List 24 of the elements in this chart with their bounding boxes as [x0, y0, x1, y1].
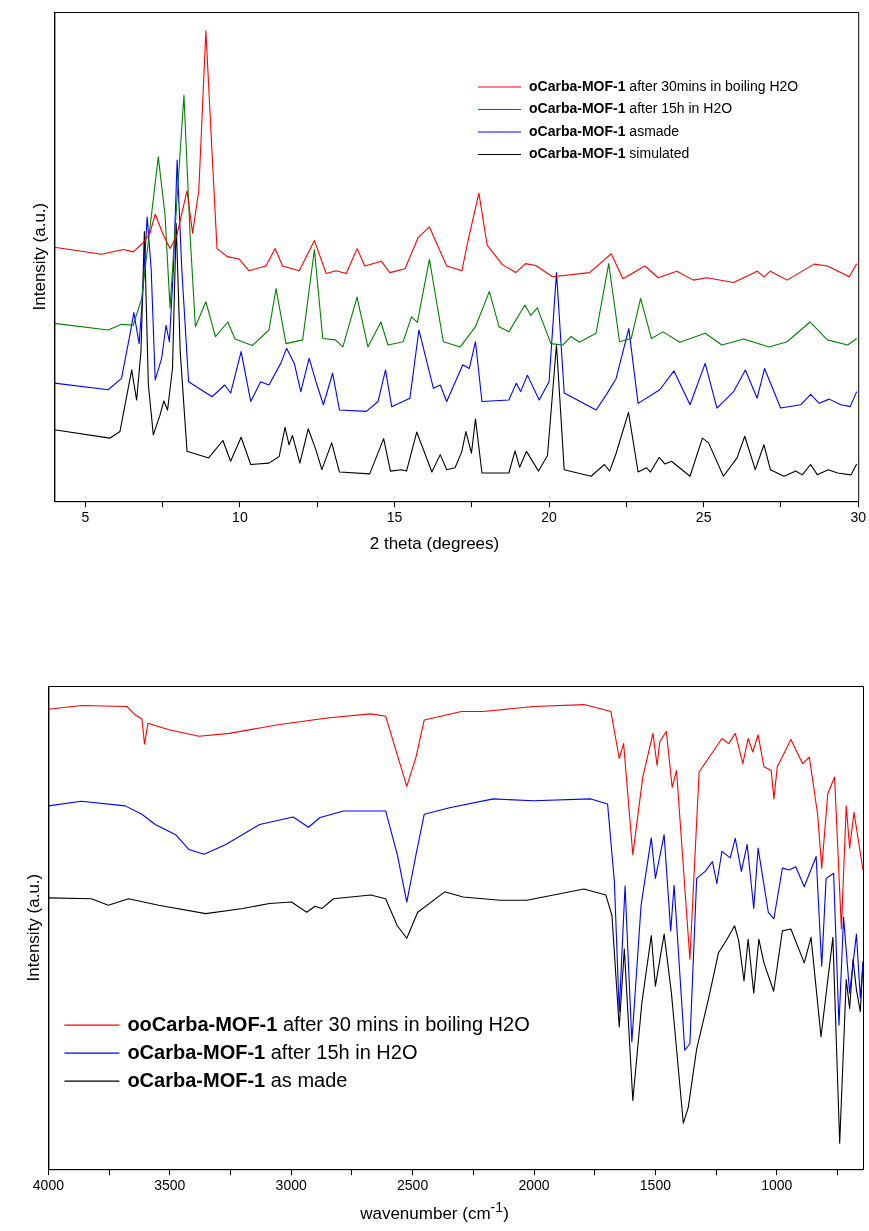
legend-label: oCarba-MOF-1 after 15h in H2O [127, 1040, 418, 1063]
x-tick-label: 10 [232, 509, 248, 526]
legend-label: oCarba-MOF-1 as made [127, 1068, 348, 1091]
legend-label: oCarba-MOF-1 after 30mins in boiling H2O [529, 77, 799, 94]
x-tick-label: 3500 [154, 1177, 186, 1194]
x-tick-label: 15 [386, 509, 403, 526]
legend-label: oCarba-MOF-1 asmade [529, 122, 680, 139]
x-tick-label: 1000 [761, 1177, 793, 1194]
legend-label: oCarba-MOF-1 after 15h in H2O [529, 100, 733, 117]
x-tick-label: 5 [81, 509, 90, 526]
x-tick-label: 4000 [32, 1177, 65, 1194]
x-tick-label: 1500 [639, 1177, 672, 1194]
x-tick-label: 20 [541, 509, 558, 526]
x-axis-title: wavenumber (cm$^{-1}$) [359, 1199, 510, 1224]
x-tick-label: 25 [695, 509, 712, 526]
x-tick-label: 2000 [518, 1177, 550, 1194]
y-axis-title: Intensity (a.u.) [23, 873, 43, 982]
x-tick-label: 3000 [275, 1177, 307, 1194]
legend-label: ooCarba-MOF-1 after 30 mins in boiling H2O [127, 1012, 530, 1035]
x-tick-label: 2500 [397, 1177, 429, 1194]
x-axis-title: 2 theta (degrees) [368, 534, 501, 554]
y-axis-title: Intensity (a.u.) [29, 202, 49, 311]
x-tick-label: 30 [850, 509, 867, 526]
legend-label: oCarba-MOF-1 simulated [529, 145, 690, 162]
